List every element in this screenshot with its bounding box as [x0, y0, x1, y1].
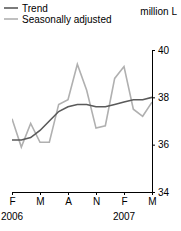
y-axis-line [153, 51, 156, 193]
legend: TrendSeasonally adjusted [4, 3, 112, 25]
y-tick: 36 [152, 139, 170, 150]
x-tick-label: N [93, 196, 100, 207]
plot-area [12, 64, 152, 147]
x-tick-label: A [65, 196, 72, 207]
x-tick: M [36, 192, 44, 207]
x-tick: A [65, 192, 72, 207]
y-tick: 40 [152, 45, 170, 56]
x-tick-mark [12, 192, 13, 195]
x-tick: M [148, 192, 156, 207]
y-tick-label: 38 [158, 92, 170, 103]
year-label: 2006 [1, 211, 24, 222]
x-axis: FMANFM [9, 192, 156, 207]
legend-label: Seasonally adjusted [22, 14, 112, 25]
x-tick: F [9, 192, 15, 207]
y-axis-title: million L [140, 6, 177, 17]
legend-swatch [4, 18, 18, 20]
x-tick-label: F [9, 196, 15, 207]
y-tick-mark [152, 97, 155, 98]
y-axis: 34 36 38 40 [152, 45, 170, 198]
series-line [12, 64, 152, 147]
y-tick-label: 34 [158, 187, 170, 198]
x-tick-mark [96, 192, 97, 195]
y-tick-mark [152, 145, 155, 146]
x-tick-mark [124, 192, 125, 195]
x-axis-line [13, 193, 153, 196]
y-tick-label: 40 [158, 45, 170, 56]
y-tick: 38 [152, 92, 170, 103]
x-tick: N [93, 192, 100, 207]
y-tick-mark [152, 50, 155, 51]
x-tick-mark [152, 192, 153, 195]
year-label: 2007 [113, 211, 136, 222]
x-tick-label: F [121, 196, 127, 207]
x-tick: F [121, 192, 127, 207]
series-line [12, 97, 152, 140]
legend-swatch [4, 7, 18, 9]
chart: 34 36 38 40 million L F M A N F M 2006 2007 TrendSeas… [0, 0, 181, 231]
x-tick-mark [68, 192, 69, 195]
x-tick-label: M [148, 196, 156, 207]
x-tick-mark [40, 192, 41, 195]
x-tick-label: M [36, 196, 44, 207]
y-tick-label: 36 [158, 139, 170, 150]
legend-label: Trend [22, 3, 48, 14]
